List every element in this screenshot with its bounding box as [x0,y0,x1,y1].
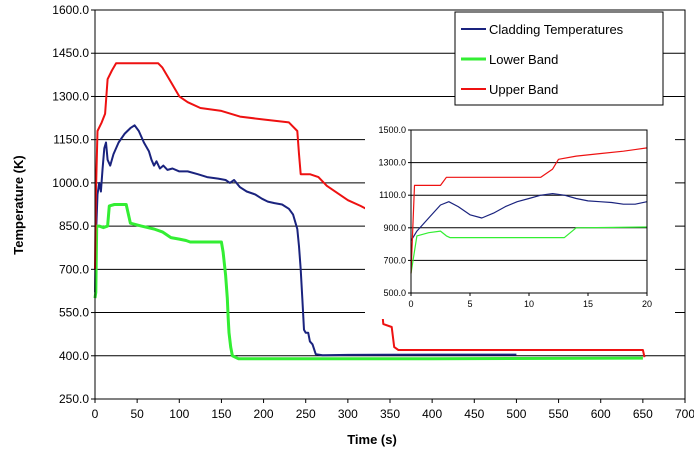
inset-series-line-upper-band [410,147,648,274]
inset-y-tick-label: 700.0 [383,255,406,265]
main-series-lines [93,62,646,361]
legend-box [454,11,664,106]
inset-x-tick-label: 10 [524,299,534,309]
main-y-tick-label: 1000.0 [52,176,89,190]
main-y-tick-label: 1600.0 [52,3,89,17]
x-axis-label: Time (s) [347,432,397,447]
main-x-tick-label: 400 [422,407,442,421]
main-x-tick-label: 100 [169,407,189,421]
main-series-line-upper-band [94,62,646,358]
inset-series-lines [410,147,648,274]
main-y-tick-label: 1300.0 [52,89,89,103]
main-y-tick-label: 1450.0 [52,46,89,60]
legend: Cladding Temperatures Lower Band Upper B… [454,11,664,106]
main-x-tick-label: 50 [130,407,144,421]
inset-background [365,116,675,319]
main-y-tick-label: 700.0 [59,262,89,276]
main-y-axis-ticks: 250.0 400.0 550.0 700.0 850.0 1000.0 1150.0 130… [52,3,95,406]
main-y-tick-label: 1150.0 [53,133,89,147]
main-x-tick-label: 300 [338,407,358,421]
inset-x-tick-label: 0 [408,299,413,309]
main-x-tick-label: 600 [591,407,611,421]
main-x-axis-ticks: 0 50 100 150 200 250 300 350 400 450 500 550 600 650 7… [92,399,694,421]
main-x-tick-label: 700 [675,407,694,421]
main-y-tick-label: 400.0 [59,349,89,363]
y-axis-label: Temperature (K) [11,155,26,254]
main-x-tick-label: 550 [549,407,569,421]
inset-series-line-cladding-temperatures [410,193,648,242]
main-x-tick-label: 200 [254,407,274,421]
inset-x-tick-label: 15 [583,299,593,309]
inset-y-axis-ticks: 500.0 700.0 900.0 1100.0 1300.0 1500.0 [378,125,411,298]
main-x-tick-label: 0 [92,407,99,421]
main-x-tick-label: 350 [380,407,400,421]
main-x-tick-label: 250 [296,407,316,421]
main-series-line-cladding-temperatures [94,124,517,357]
inset-y-tick-label: 900.0 [383,223,406,233]
inset-series-line-lower-band [410,226,648,274]
main-y-tick-label: 250.0 [59,392,89,406]
main-y-tick-label: 850.0 [59,219,89,233]
legend-label-lower-band: Lower Band [489,52,558,67]
inset-x-axis-ticks: 0 5 10 15 20 [408,293,652,309]
legend-label-cladding: Cladding Temperatures [489,22,624,37]
legend-label-upper-band: Upper Band [489,82,558,97]
inset-y-tick-label: 500.0 [383,288,406,298]
inset-y-tick-label: 1300.0 [378,158,406,168]
main-x-tick-label: 150 [211,407,231,421]
main-x-tick-label: 450 [464,407,484,421]
inset-x-tick-label: 5 [467,299,472,309]
main-y-tick-label: 550.0 [59,306,89,320]
main-x-tick-label: 500 [506,407,526,421]
inset-y-tick-label: 1500.0 [378,125,406,135]
main-x-tick-label: 650 [633,407,653,421]
main-series-line-lower-band [93,203,643,361]
inset-chart: 500.0 700.0 900.0 1100.0 1300.0 1500.0 0 5 10 15… [365,116,675,319]
inset-y-tick-label: 1100.0 [379,190,406,200]
inset-x-tick-label: 20 [642,299,652,309]
